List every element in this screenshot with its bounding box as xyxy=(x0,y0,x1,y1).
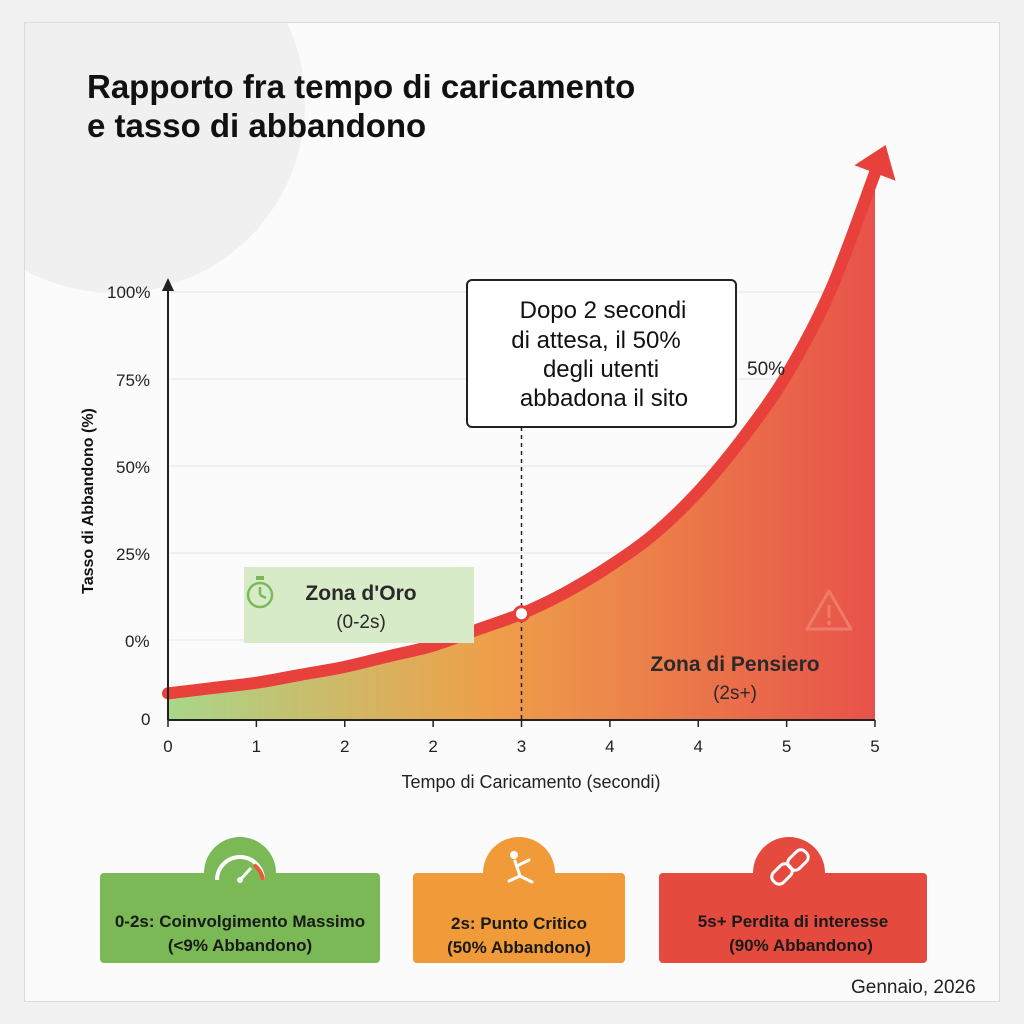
chart-title-line-2: e tasso di abbandono xyxy=(87,107,426,144)
card-orange: 2s: Punto Critico (50% Abbandono) xyxy=(413,837,625,963)
x-tick-label: 4 xyxy=(605,737,614,756)
y-tick-label: 50% xyxy=(116,458,150,477)
y-tick-label: 100% xyxy=(107,283,150,302)
footer-date: Gennaio, 2026 xyxy=(851,977,976,998)
x-axis-title: Tempo di Caricamento (secondi) xyxy=(401,772,660,792)
x-tick-label: 2 xyxy=(428,737,437,756)
card-orange-line-2: (50% Abbandono) xyxy=(447,938,591,957)
callout-line: Dopo 2 secondi xyxy=(520,297,687,324)
bg-blob xyxy=(25,23,305,293)
zona-oro-range: (0-2s) xyxy=(336,612,386,633)
callout-line: di attesa, il 50% xyxy=(511,327,680,354)
speedometer-icon xyxy=(215,855,265,883)
broken-link-icon xyxy=(770,848,810,886)
card-green: 0-2s: Coinvolgimento Massimo (<9% Abband… xyxy=(100,837,380,963)
falling-person-icon xyxy=(507,851,534,884)
x-tick-label: 5 xyxy=(870,737,879,756)
stopwatch-icon xyxy=(246,576,274,609)
zona-pensiero-title: Zona di Pensiero xyxy=(650,653,819,676)
y-tick-label: 0% xyxy=(125,632,150,651)
x-tick-label: 0 xyxy=(163,737,172,756)
y-tick-label: 25% xyxy=(116,545,150,564)
zona-oro-box xyxy=(244,567,474,643)
callout-line: degli utenti xyxy=(543,356,659,383)
card-green-line-1: 0-2s: Coinvolgimento Massimo xyxy=(115,912,365,931)
card-red-line-2: (90% Abbandono) xyxy=(729,936,873,955)
x-ticks: 0 1 2 2 3 4 4 5 5 xyxy=(163,720,880,756)
x-tick-label: 4 xyxy=(694,737,703,756)
y-tick-label: 0 xyxy=(141,710,150,729)
chart-canvas: Rapporto fra tempo di caricamento e tass… xyxy=(25,23,976,998)
fifty-percent-label: 50% xyxy=(747,359,785,380)
card-red-line-1: 5s+ Perdita di interesse xyxy=(698,912,888,931)
abandon-curve xyxy=(162,167,881,700)
y-axis-title: Tasso di Abbandono (%) xyxy=(80,408,97,594)
marker-point xyxy=(513,605,530,623)
callout-box xyxy=(466,279,737,428)
curve-arrowhead xyxy=(854,144,896,181)
card-red: 5s+ Perdita di interesse (90% Abbandono) xyxy=(659,837,927,963)
card-green-line-2: (<9% Abbandono) xyxy=(168,936,312,955)
y-tick-label: 75% xyxy=(116,371,150,390)
warning-icon xyxy=(805,589,853,631)
zona-oro-title: Zona d'Oro xyxy=(305,582,416,605)
x-tick-label: 5 xyxy=(782,737,791,756)
x-tick-label: 1 xyxy=(252,737,261,756)
x-tick-label: 3 xyxy=(517,737,526,756)
card-orange-line-1: 2s: Punto Critico xyxy=(451,914,587,933)
infographic-card: Rapporto fra tempo di caricamento e tass… xyxy=(24,22,1000,1002)
x-tick-label: 2 xyxy=(340,737,349,756)
zona-pensiero-range: (2s+) xyxy=(713,683,757,704)
y-axis-arrow xyxy=(162,278,174,291)
chart-title-line-1: Rapporto fra tempo di caricamento xyxy=(87,68,635,105)
abandon-area xyxy=(168,173,875,720)
callout-line: abbadona il sito xyxy=(520,385,688,412)
